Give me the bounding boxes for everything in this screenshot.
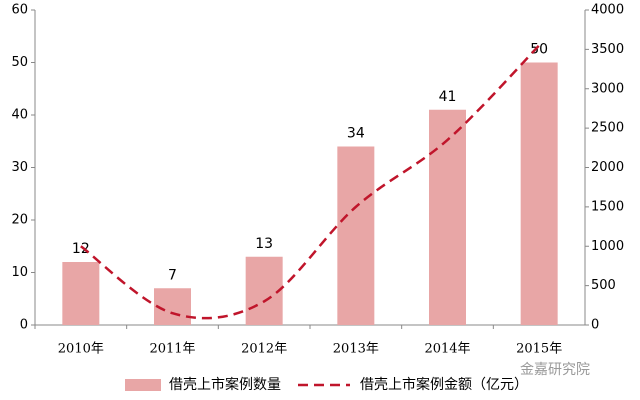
y2-tick-label: 2000 <box>591 160 624 175</box>
y2-tick-label: 1500 <box>591 199 624 214</box>
bar-label: 13 <box>255 236 273 252</box>
bar-label: 34 <box>347 126 365 142</box>
line <box>80 44 541 320</box>
x-tick-label: 2013年 <box>333 342 379 357</box>
y2-tick-label: 500 <box>591 278 616 293</box>
bar-label: 41 <box>439 89 457 105</box>
bar-label: 7 <box>168 267 177 283</box>
x-tick-label: 2010年 <box>58 342 104 357</box>
legend-label: 借壳上市案例金额（亿元） <box>360 376 528 393</box>
x-tick-label: 2011年 <box>149 342 195 357</box>
legend-swatch <box>125 379 161 391</box>
x-tick-label: 2012年 <box>241 342 287 357</box>
y-tick-label: 20 <box>11 213 28 228</box>
legend-label: 借壳上市案例数量 <box>169 376 281 393</box>
y2-tick-label: 3000 <box>591 81 624 96</box>
bar-label: 50 <box>530 42 548 58</box>
y-tick-label: 60 <box>11 3 28 18</box>
y2-tick-label: 2500 <box>591 121 624 136</box>
y2-tick-label: 4000 <box>591 3 624 18</box>
y-tick-label: 30 <box>11 160 28 175</box>
y2-tick-label: 3500 <box>591 42 624 57</box>
x-tick-label: 2014年 <box>424 342 470 357</box>
y2-tick-label: 1000 <box>591 239 624 254</box>
bar <box>62 262 100 325</box>
y-tick-label: 10 <box>11 265 28 280</box>
x-tick-label: 2015年 <box>516 342 562 357</box>
bar-label: 12 <box>72 241 90 257</box>
y2-tick-label: 0 <box>591 318 599 333</box>
y-tick-label: 50 <box>11 55 28 70</box>
bar <box>429 109 466 325</box>
bar <box>520 62 558 325</box>
y-tick-label: 40 <box>11 108 28 123</box>
y-tick-label: 0 <box>20 318 28 333</box>
bar <box>245 256 283 325</box>
watermark: 金嘉研究院 <box>520 362 590 378</box>
bar <box>337 146 375 325</box>
